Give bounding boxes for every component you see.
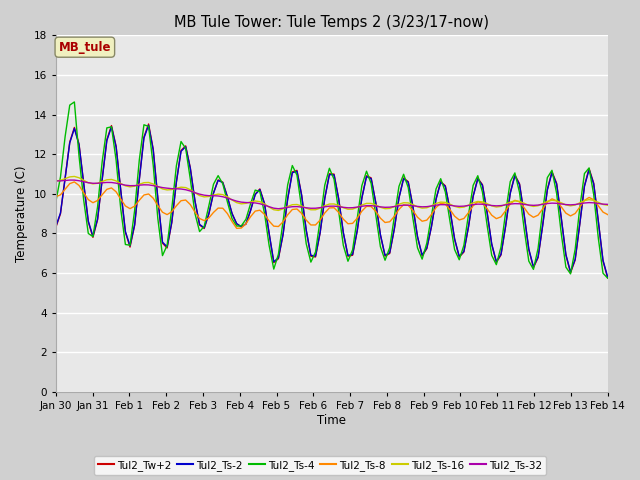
Line: Tul2_Ts-8: Tul2_Ts-8 (56, 182, 607, 228)
Tul2_Ts-16 (604, 203, 611, 208)
Tul2_Tw+2 (173, 179, 180, 185)
Line: Tul2_Ts-4: Tul2_Ts-4 (56, 102, 607, 278)
Tul2_Ts-8 (173, 203, 180, 209)
Tul2_Ts-32 (367, 203, 375, 208)
Line: Tul2_Ts-2: Tul2_Ts-2 (56, 125, 607, 277)
Tul2_Ts-32 (497, 203, 505, 208)
Tul2_Ts-16 (52, 178, 60, 184)
Tul2_Ts-8 (497, 214, 505, 220)
Tul2_Tw+2 (363, 173, 371, 179)
Tul2_Tw+2 (52, 225, 60, 230)
X-axis label: Time: Time (317, 414, 346, 427)
Tul2_Ts-32 (66, 177, 74, 183)
Tul2_Ts-16 (442, 200, 449, 205)
Legend: Tul2_Tw+2, Tul2_Ts-2, Tul2_Ts-4, Tul2_Ts-8, Tul2_Ts-16, Tul2_Ts-32: Tul2_Tw+2, Tul2_Ts-2, Tul2_Ts-4, Tul2_Ts… (94, 456, 546, 475)
Title: MB Tule Tower: Tule Temps 2 (3/23/17-now): MB Tule Tower: Tule Temps 2 (3/23/17-now… (174, 15, 489, 30)
Tul2_Tw+2 (145, 121, 152, 127)
Tul2_Ts-2 (205, 211, 212, 216)
Tul2_Ts-32 (205, 192, 212, 198)
Tul2_Ts-4 (437, 176, 445, 181)
Line: Tul2_Ts-16: Tul2_Ts-16 (56, 177, 607, 210)
Tul2_Ts-16 (205, 193, 212, 199)
Tul2_Ts-8 (205, 215, 212, 221)
Tul2_Ts-16 (275, 207, 282, 213)
Tul2_Ts-8 (233, 226, 241, 231)
Tul2_Ts-16 (173, 185, 180, 191)
Tul2_Ts-8 (70, 179, 78, 185)
Tul2_Tw+2 (437, 179, 445, 184)
Tul2_Ts-8 (604, 212, 611, 217)
Tul2_Ts-2 (363, 174, 371, 180)
Tul2_Ts-4 (363, 168, 371, 174)
Tul2_Ts-32 (604, 202, 611, 207)
Tul2_Ts-4 (604, 275, 611, 281)
Tul2_Ts-8 (442, 201, 449, 207)
Tul2_Ts-4 (173, 163, 180, 168)
Tul2_Ts-8 (52, 194, 60, 200)
Tul2_Tw+2 (493, 260, 500, 265)
Tul2_Ts-16 (497, 204, 505, 209)
Tul2_Ts-16 (367, 201, 375, 206)
Tul2_Tw+2 (590, 180, 598, 186)
Tul2_Ts-16 (595, 200, 602, 205)
Line: Tul2_Tw+2: Tul2_Tw+2 (56, 124, 607, 278)
Tul2_Ts-4 (205, 203, 212, 209)
Tul2_Ts-16 (70, 174, 78, 180)
Tul2_Ts-2 (437, 180, 445, 185)
Tul2_Ts-2 (590, 181, 598, 187)
Tul2_Ts-32 (275, 206, 282, 212)
Tul2_Ts-32 (173, 186, 180, 192)
Tul2_Ts-8 (367, 204, 375, 209)
Tul2_Ts-2 (52, 224, 60, 229)
Tul2_Ts-2 (173, 179, 180, 185)
Tul2_Tw+2 (205, 211, 212, 217)
Tul2_Ts-32 (442, 202, 449, 207)
Tul2_Ts-4 (70, 99, 78, 105)
Tul2_Tw+2 (604, 275, 611, 281)
Tul2_Ts-32 (52, 178, 60, 184)
Tul2_Ts-2 (604, 274, 611, 280)
Tul2_Ts-32 (595, 201, 602, 206)
Tul2_Ts-4 (52, 199, 60, 204)
Y-axis label: Temperature (C): Temperature (C) (15, 165, 28, 262)
Line: Tul2_Ts-32: Tul2_Ts-32 (56, 180, 607, 209)
Text: MB_tule: MB_tule (59, 41, 111, 54)
Tul2_Ts-4 (590, 192, 598, 198)
Tul2_Ts-2 (145, 122, 152, 128)
Tul2_Ts-2 (493, 259, 500, 264)
Tul2_Ts-8 (595, 203, 602, 209)
Tul2_Ts-4 (493, 262, 500, 267)
